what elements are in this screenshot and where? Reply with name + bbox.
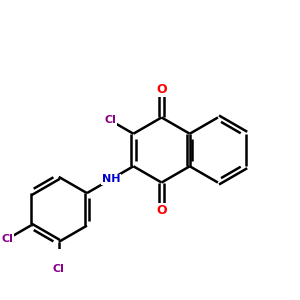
Text: O: O xyxy=(156,83,167,96)
Text: Cl: Cl xyxy=(104,116,116,125)
Text: Cl: Cl xyxy=(53,264,65,274)
Text: Cl: Cl xyxy=(2,234,14,244)
Text: NH: NH xyxy=(102,174,120,184)
Text: O: O xyxy=(156,204,167,217)
